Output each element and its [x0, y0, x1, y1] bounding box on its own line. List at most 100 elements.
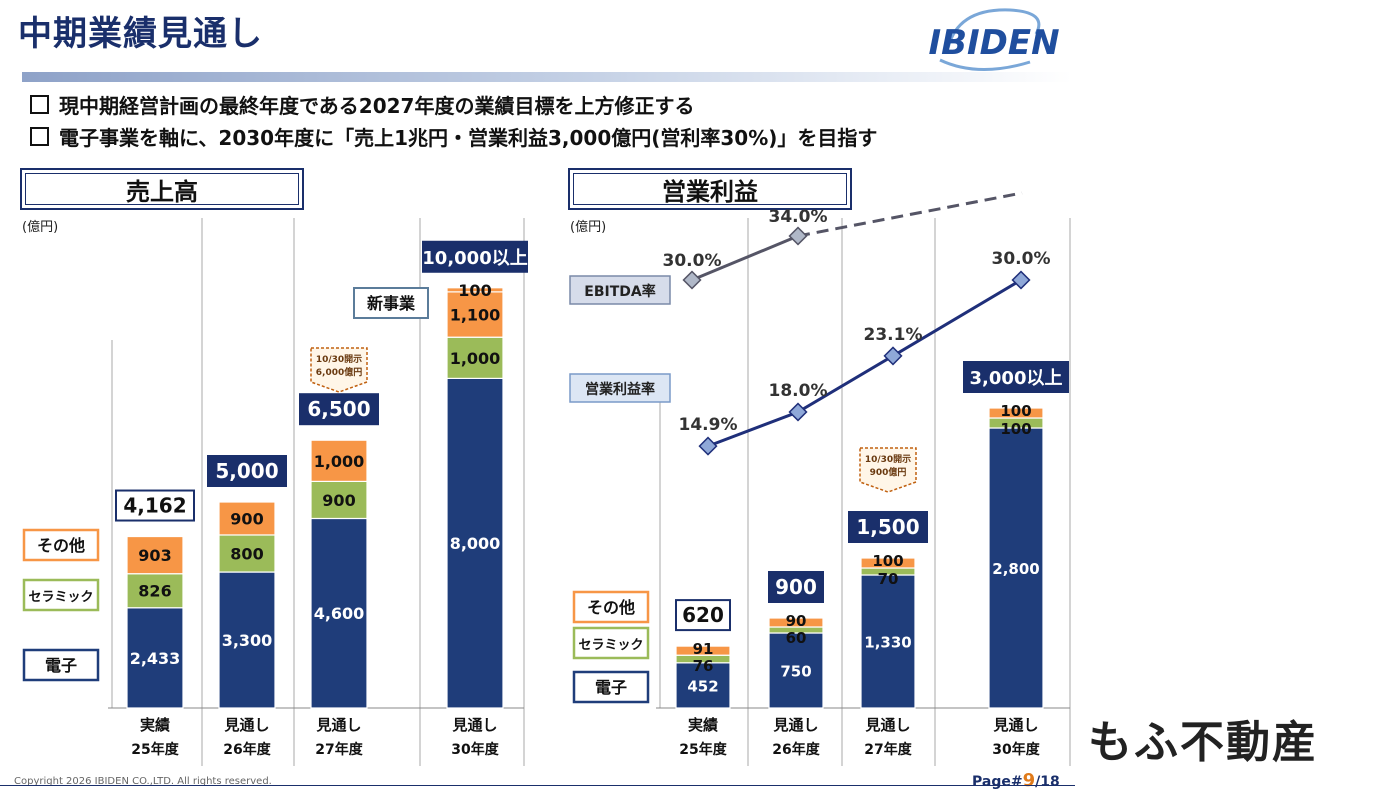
marker-営業利益率-1 — [788, 402, 808, 422]
marker-営業利益率-2 — [883, 346, 903, 366]
total-box-1 — [768, 571, 824, 603]
total-box-0 — [675, 599, 731, 632]
bar-その他-2 — [310, 439, 368, 483]
data-label-その他-1: 90 — [786, 612, 807, 630]
legend-box-新事業 — [353, 287, 429, 319]
category-label-2-l1: 見通し — [864, 716, 910, 734]
data-label-その他-3: 100 — [1000, 402, 1031, 420]
legend-box-電子 — [22, 648, 100, 682]
bullet-1-text: 現中期経営計画の最終年度である2027年度の業績目標を上方修正する — [59, 94, 695, 118]
legend-box-電子 — [572, 670, 650, 704]
callout-badge — [859, 447, 917, 493]
marker-EBITDA率-1 — [788, 226, 808, 246]
legend-label-セラミック: セラミック — [578, 638, 643, 653]
data-label-その他-3: 1,100 — [450, 306, 501, 325]
total-label-2: 1,500 — [856, 515, 919, 539]
data-label-セラミック-0: 826 — [138, 582, 171, 601]
category-label-3-l1: 見通し — [992, 716, 1038, 734]
legend-label-電子: 電子 — [45, 656, 77, 675]
data-label-電子-2: 1,330 — [864, 634, 911, 652]
total-box-2 — [848, 511, 928, 543]
category-label-2-l1: 見通し — [315, 716, 361, 734]
bar-その他-3 — [446, 291, 504, 338]
total-label-3: 10,000以上 — [422, 248, 527, 269]
category-label-0-l1: 実績 — [688, 716, 718, 734]
label-営業利益率-2: 23.1% — [864, 325, 923, 345]
data-label-電子-1: 3,300 — [222, 631, 273, 650]
total-label-0: 620 — [682, 603, 724, 627]
legend-box-セラミック — [572, 626, 650, 660]
page-title: 中期業績見通し — [18, 14, 263, 54]
total-label-0: 4,162 — [123, 494, 186, 518]
bar-電子-1 — [218, 571, 276, 709]
bar-電子-3 — [446, 377, 504, 709]
checkbox-icon — [30, 127, 49, 146]
callout-badge — [310, 347, 368, 393]
legend-label-新事業: 新事業 — [367, 294, 416, 313]
bar-セラミック-0 — [126, 573, 184, 609]
legend-label-セラミック: セラミック — [28, 590, 93, 605]
label-営業利益率-1: 18.0% — [769, 381, 828, 401]
data-label-電子-1: 750 — [780, 663, 811, 681]
category-label-1-l1: 見通し — [223, 716, 269, 734]
legend-label-その他: その他 — [37, 536, 85, 555]
data-label-電子-0: 2,433 — [130, 649, 181, 668]
checkbox-icon — [30, 95, 49, 114]
profit-header: 営業利益 — [568, 168, 852, 210]
category-label-0-l1: 実績 — [140, 716, 170, 734]
category-label-3-l2: 30年度 — [451, 741, 499, 758]
data-label-セラミック-1: 60 — [786, 629, 807, 647]
line-営業利益率 — [707, 278, 1022, 448]
total-box-2 — [299, 393, 379, 426]
bar-セラミック-1 — [218, 534, 276, 573]
company-logo: IBIDEN — [918, 4, 1070, 78]
total-box-3 — [963, 361, 1069, 393]
legend-box-その他 — [572, 590, 650, 624]
logo-graphic: IBIDEN — [928, 8, 1060, 71]
data-label-電子-3: 2,800 — [992, 560, 1039, 578]
logo-text: IBIDEN — [928, 23, 1059, 63]
legend-label-営業利益率: 営業利益率 — [585, 381, 655, 398]
copyright: Copyright 2026 IBIDEN CO.,LTD. All right… — [14, 776, 272, 787]
line-EBITDA率-projection — [797, 191, 1023, 238]
category-label-2-l2: 27年度 — [864, 741, 912, 758]
bar-新事業-3 — [446, 287, 504, 293]
footer-rule — [0, 785, 1075, 786]
bar-その他-3 — [988, 407, 1044, 419]
bar-その他-1 — [768, 617, 824, 628]
bar-その他-2 — [860, 557, 916, 569]
category-label-0-l2: 25年度 — [679, 741, 727, 758]
category-label-3-l2: 30年度 — [992, 741, 1040, 758]
bar-電子-1 — [768, 632, 824, 709]
bar-電子-2 — [310, 517, 368, 709]
page-total: /18 — [1035, 774, 1060, 790]
bar-セラミック-3 — [446, 336, 504, 380]
label-EBITDA率-0: 30.0% — [663, 251, 722, 271]
category-label-2-l2: 27年度 — [315, 741, 363, 758]
total-box-1 — [207, 455, 287, 487]
total-label-3: 3,000以上 — [970, 368, 1063, 389]
legend-box-営業利益率 — [569, 373, 671, 403]
page-current: 9 — [1022, 770, 1036, 791]
total-label-2: 6,500 — [307, 397, 370, 421]
data-label-その他-2: 100 — [872, 552, 903, 570]
label-営業利益率-3: 30.0% — [992, 249, 1051, 269]
line-EBITDA率 — [691, 234, 799, 282]
marker-営業利益率-0 — [698, 436, 718, 456]
bullet-2-text: 電子事業を軸に、2030年度に「売上1兆円・営業利益3,000億円(営利率30%… — [59, 126, 878, 150]
bar-その他-1 — [218, 501, 276, 536]
total-box-3 — [422, 240, 528, 273]
legend-box-その他 — [22, 528, 100, 562]
page-number: Page#9/18 — [972, 770, 1060, 791]
legend-label-電子: 電子 — [595, 678, 627, 697]
data-label-セラミック-3: 100 — [1000, 420, 1031, 438]
data-label-その他-0: 903 — [138, 546, 171, 565]
data-label-電子-3: 8,000 — [450, 534, 501, 553]
callout-line2: 6,000億円 — [316, 366, 362, 378]
data-label-セラミック-2: 70 — [878, 570, 899, 588]
category-label-3-l1: 見通し — [451, 716, 497, 734]
bar-電子-2 — [860, 574, 916, 709]
callout-line2: 900億円 — [870, 466, 907, 478]
callout-line1: 10/30開示 — [865, 454, 911, 465]
